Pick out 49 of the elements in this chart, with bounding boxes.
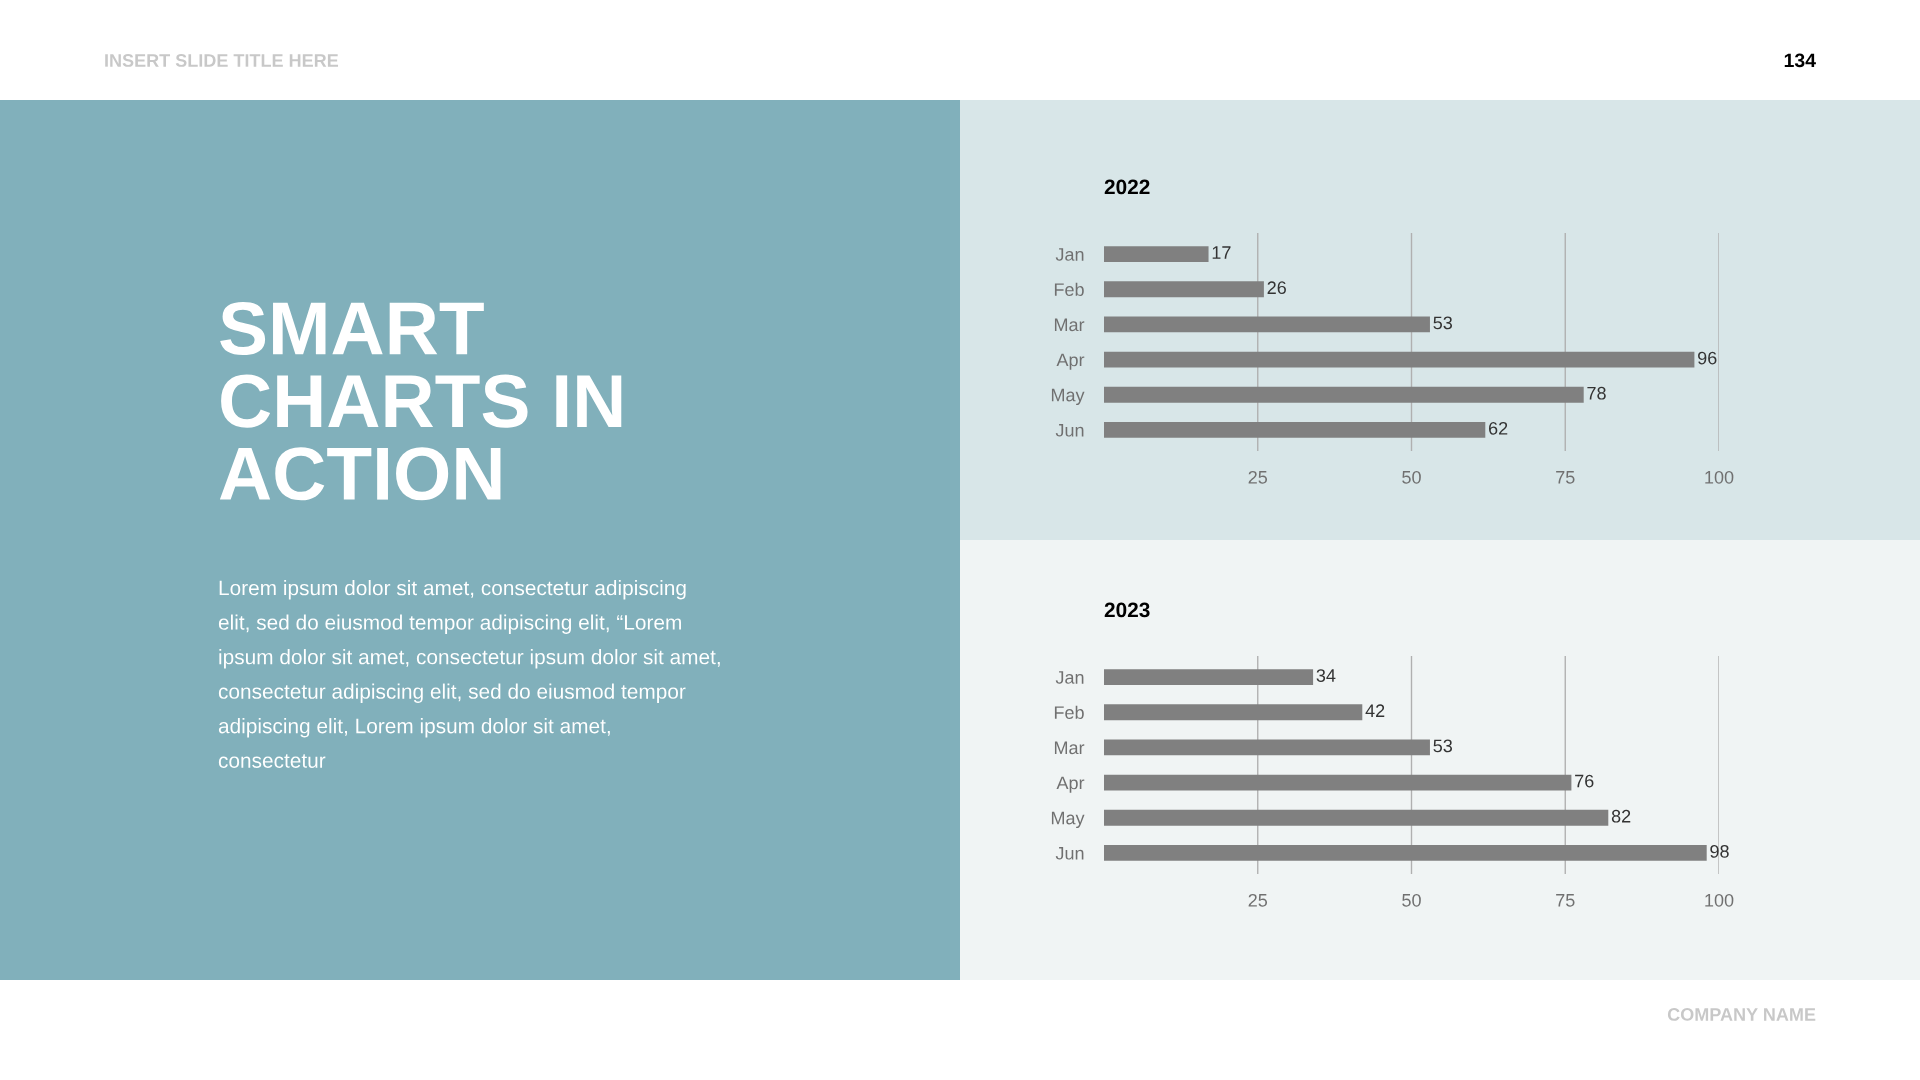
data-label: 98: [1710, 844, 1729, 858]
data-label: 34: [1316, 669, 1336, 682]
bar: [1104, 669, 1314, 686]
bar: [1104, 281, 1264, 298]
bar: [1104, 246, 1209, 263]
y-tick-label: Jun: [1055, 847, 1084, 860]
x-tick-label: 75: [1556, 894, 1575, 907]
chart-title: 2023: [1104, 602, 1150, 618]
y-tick-label: Feb: [1054, 282, 1084, 296]
bar: [1104, 704, 1363, 721]
bar: [1104, 421, 1486, 438]
data-label: 17: [1212, 246, 1231, 259]
data-label: 53: [1433, 739, 1453, 753]
data-label: 78: [1587, 386, 1606, 400]
y-tick-label: Apr: [1056, 776, 1085, 793]
bar: [1104, 774, 1572, 791]
data-label: 82: [1611, 809, 1631, 823]
data-label: 42: [1365, 704, 1385, 717]
x-tick-label: 75: [1556, 471, 1575, 484]
bar: [1104, 739, 1430, 756]
bar: [1104, 386, 1584, 403]
text: Lorem ipsum dolor sit amet, consectetur adipiscing elit, sed do eiusmod tempor adipiscing elit, “Lorem ipsum dolor sit amet, consectetur ipsum dolor sit amet, consectetur adipiscing elit, sed do eiusmod tempor adipiscing elit, Lorem ipsum dolor sit amet, consectetur: [218, 580, 720, 768]
data-label: 53: [1433, 316, 1453, 330]
y-tick-label: Mar: [1054, 318, 1085, 332]
x-tick-label: 50: [1402, 470, 1421, 484]
text: SMART CHARTS IN ACTION: [219, 301, 622, 501]
y-tick-label: Mar: [1054, 741, 1085, 755]
y-tick-label: May: [1051, 388, 1085, 406]
data-label: 26: [1267, 281, 1286, 295]
y-tick-label: Jan: [1055, 248, 1084, 261]
bar: [1104, 316, 1430, 333]
data-label: 96: [1698, 351, 1717, 365]
x-tick-label: 25: [1248, 893, 1268, 907]
x-tick-label: 100: [1705, 470, 1734, 484]
x-tick-label: 50: [1402, 893, 1421, 907]
y-tick-label: Feb: [1054, 705, 1084, 719]
y-tick-label: Jun: [1055, 424, 1084, 437]
y-tick-label: Jan: [1055, 671, 1084, 684]
bar: [1104, 351, 1695, 368]
bar: [1104, 844, 1707, 861]
y-tick-label: May: [1051, 811, 1085, 829]
chart-title: 2022: [1104, 179, 1150, 195]
x-tick-label: 25: [1248, 470, 1268, 484]
y-tick-label: Apr: [1056, 353, 1085, 370]
x-tick-label: 100: [1705, 893, 1734, 907]
data-label: 62: [1488, 421, 1508, 435]
data-label: 76: [1575, 774, 1594, 788]
bar: [1104, 809, 1609, 826]
text: 134: [1784, 53, 1816, 68]
